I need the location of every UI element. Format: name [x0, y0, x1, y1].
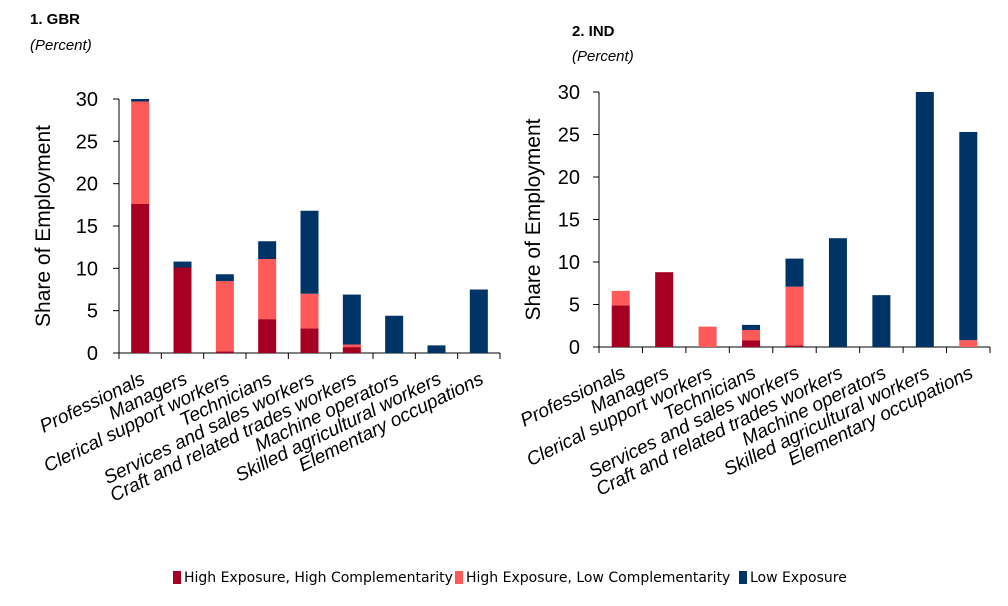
bar-segment-high-exp-low-comp [611, 290, 630, 306]
bar-segment-high-exp-high-comp [300, 328, 319, 353]
bar-segment-low-exposure [258, 241, 277, 260]
chart-subtitle: (Percent) [30, 37, 92, 54]
y-tick-label: 15 [558, 210, 580, 232]
bar-segment-high-exp-low-comp [215, 281, 234, 352]
legend-label: Low Exposure [750, 570, 847, 586]
bar-segment-low-exposure [872, 295, 891, 347]
y-tick-label: 5 [569, 295, 580, 317]
chart-panel-gbr: 1. GBR (Percent) Share of Employment 0 5 10 15… [30, 11, 501, 506]
bar-segment-high-exp-high-comp [131, 203, 150, 353]
y-axis-label: Share of Employment [522, 118, 545, 320]
chart-panel-ind: 2. IND (Percent) Share of Employment 0 5 10 15… [517, 23, 991, 500]
bar-segment-high-exp-low-comp [785, 286, 804, 346]
bar-segment-high-exp-high-comp [785, 345, 804, 347]
bar-segment-high-exp-low-comp [959, 340, 978, 347]
y-tick-label: 5 [87, 301, 98, 323]
bar-segment-low-exposure [915, 92, 934, 347]
legend-label: High Exposure, High Complementarity [184, 570, 453, 586]
y-tick-label: 30 [558, 82, 580, 104]
bar-segment-low-exposure [469, 289, 488, 353]
bar-segment-high-exp-low-comp [698, 326, 717, 347]
bar-segment-high-exp-high-comp [742, 340, 761, 347]
chart-title: 2. IND [572, 23, 615, 40]
bar-segment-low-exposure [385, 315, 404, 353]
bar-segment-high-exp-low-comp [258, 259, 277, 320]
bar-segment-low-exposure [828, 238, 847, 347]
bar-segment-high-exp-high-comp [215, 351, 234, 353]
bar-segment-high-exp-high-comp [342, 347, 361, 353]
bar-segment-low-exposure [427, 345, 446, 353]
bar-segment-low-exposure [342, 294, 361, 345]
chart-subtitle: (Percent) [572, 48, 634, 65]
legend-swatch [739, 571, 747, 584]
y-tick-label: 0 [87, 343, 98, 365]
y-axis-label: Share of Employment [32, 125, 55, 327]
bar-segment-low-exposure [131, 99, 150, 102]
bar-segment-high-exp-low-comp [131, 101, 150, 204]
y-tick-label: 0 [569, 337, 580, 359]
y-tick-label: 15 [76, 216, 98, 238]
bar-segment-high-exp-high-comp [173, 267, 192, 353]
bar-segment-low-exposure [215, 274, 234, 282]
y-tick-label: 20 [558, 167, 580, 189]
bar-segment-high-exp-high-comp [611, 305, 630, 347]
bar-segment-low-exposure [300, 210, 319, 294]
bar-segment-low-exposure [959, 131, 978, 341]
y-tick-label: 10 [558, 252, 580, 274]
legend-label: High Exposure, Low Complementarity [466, 570, 730, 586]
legend-swatch [173, 571, 181, 584]
y-tick-label: 30 [76, 89, 98, 111]
chart-title: 1. GBR [30, 11, 80, 28]
bar-segment-high-exp-low-comp [342, 344, 361, 348]
bar-segment-high-exp-high-comp [258, 319, 277, 353]
y-tick-label: 20 [76, 174, 98, 196]
bar-segment-high-exp-high-comp [655, 272, 674, 347]
bar-segment-low-exposure [785, 258, 804, 287]
bar-segment-low-exposure [742, 324, 761, 330]
legend-swatch [455, 571, 463, 584]
legend: High Exposure, High Complementarity High … [173, 570, 847, 586]
y-tick-label: 25 [76, 131, 98, 153]
y-tick-label: 25 [558, 125, 580, 147]
bar-segment-low-exposure [173, 261, 192, 268]
bar-segment-high-exp-low-comp [742, 330, 761, 341]
bar-segment-high-exp-low-comp [300, 293, 319, 329]
y-tick-label: 10 [76, 258, 98, 280]
